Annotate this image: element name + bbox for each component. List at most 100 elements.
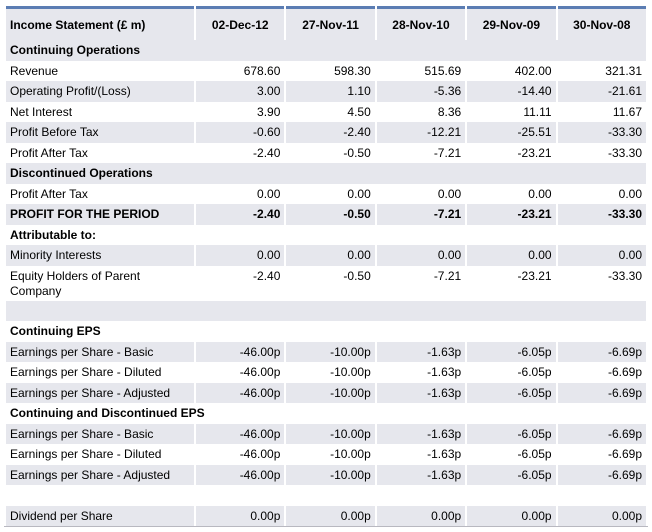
cell-value: 0.00 <box>376 245 466 266</box>
cell-value: -10.00p <box>286 382 375 403</box>
spacer-row <box>6 300 646 321</box>
cell-value: -23.21 <box>467 142 556 163</box>
data-row: Profit After Tax -2.40 -0.50 -7.21 -23.21 -33… <box>6 142 646 163</box>
data-row: Earnings per Share - Basic -46.00p -10.00p… <box>6 423 646 444</box>
row-label: Dividend per Share <box>6 505 194 526</box>
cell-value: -1.63p <box>376 464 466 485</box>
cell-value: 0.00 <box>557 245 646 266</box>
spacer-cell <box>6 300 646 321</box>
column-header: 29-Nov-09 <box>467 6 556 40</box>
cell-value: -0.50 <box>286 142 375 163</box>
cell-value: 321.31 <box>557 60 646 81</box>
cell-value: 8.36 <box>376 101 466 122</box>
cell-value: -21.61 <box>557 81 646 102</box>
cell-value: -1.63p <box>376 382 466 403</box>
cell-value: 4.50 <box>286 101 375 122</box>
header-row: Income Statement (£ m) 02-Dec-12 27-Nov-11… <box>6 6 646 40</box>
row-label: Profit After Tax <box>6 183 194 204</box>
column-header: 02-Dec-12 <box>196 6 285 40</box>
section-title: Continuing EPS <box>6 321 646 342</box>
cell-value: -1.63p <box>376 444 466 465</box>
cell-value: 0.00 <box>467 245 556 266</box>
spacer-cell <box>6 485 646 506</box>
cell-value: -33.30 <box>557 142 646 163</box>
cell-value: 678.60 <box>196 60 285 81</box>
section-row: Continuing and Discontinued EPS <box>6 403 646 424</box>
column-header: 28-Nov-10 <box>376 6 466 40</box>
cell-value: 0.00p <box>286 505 375 526</box>
cell-value: -2.40 <box>286 122 375 143</box>
cell-value: 0.00 <box>376 183 466 204</box>
data-row: PROFIT FOR THE PERIOD -2.40 -0.50 -7.21 -23.… <box>6 204 646 225</box>
row-label: Minority Interests <box>6 245 194 266</box>
cell-value: 0.00p <box>557 505 646 526</box>
row-label: Earnings per Share - Adjusted <box>6 382 194 403</box>
cell-value: -0.60 <box>196 122 285 143</box>
cell-value: 11.11 <box>467 101 556 122</box>
cell-value: 0.00 <box>467 183 556 204</box>
cell-value: -6.69p <box>557 423 646 444</box>
row-label: PROFIT FOR THE PERIOD <box>6 204 194 225</box>
cell-value: -6.69p <box>557 382 646 403</box>
cell-value: -23.21 <box>467 265 556 301</box>
cell-value: 0.00 <box>286 245 375 266</box>
data-row: Minority Interests 0.00 0.00 0.00 0.00 0.00 <box>6 245 646 266</box>
data-row: Earnings per Share - Basic -46.00p -10.00p… <box>6 341 646 362</box>
data-row: Profit Before Tax -0.60 -2.40 -12.21 -25.51-… <box>6 122 646 143</box>
cell-value: -14.40 <box>467 81 556 102</box>
cell-value: -6.05p <box>467 444 556 465</box>
cell-value: -46.00p <box>196 362 285 383</box>
cell-value: -2.40 <box>196 204 285 225</box>
data-row: Operating Profit/(Loss) 3.00 1.10 -5.36 -14.… <box>6 81 646 102</box>
income-statement-table: Income Statement (£ m) 02-Dec-12 27-Nov-11… <box>4 6 648 527</box>
cell-value: 3.00 <box>196 81 285 102</box>
spacer-row <box>6 485 646 506</box>
cell-value: -5.36 <box>376 81 466 102</box>
data-row: Earnings per Share - Diluted -46.00p -10.0… <box>6 362 646 383</box>
cell-value: -10.00p <box>286 341 375 362</box>
column-header: 30-Nov-08 <box>557 6 646 40</box>
section-title: Continuing Operations <box>6 40 646 61</box>
cell-value: -6.05p <box>467 362 556 383</box>
cell-value: 402.00 <box>467 60 556 81</box>
cell-value: -6.69p <box>557 341 646 362</box>
cell-value: -46.00p <box>196 423 285 444</box>
data-row: Net Interest 3.90 4.50 8.36 11.11 11.67 <box>6 101 646 122</box>
cell-value: -2.40 <box>196 142 285 163</box>
cell-value: -1.63p <box>376 423 466 444</box>
cell-value: -7.21 <box>376 204 466 225</box>
row-label: Earnings per Share - Diluted <box>6 362 194 383</box>
section-row: Attributable to: <box>6 224 646 245</box>
table-body: Continuing Operations Revenue 678.60 598.30… <box>6 40 646 526</box>
cell-value: -7.21 <box>376 142 466 163</box>
cell-value: 598.30 <box>286 60 375 81</box>
cell-value: -46.00p <box>196 382 285 403</box>
cell-value: 3.90 <box>196 101 285 122</box>
cell-value: -6.69p <box>557 464 646 485</box>
section-row: Discontinued Operations <box>6 163 646 184</box>
section-title: Discontinued Operations <box>6 163 646 184</box>
row-label: Earnings per Share - Basic <box>6 341 194 362</box>
cell-value: 11.67 <box>557 101 646 122</box>
cell-value: -33.30 <box>557 122 646 143</box>
cell-value: -0.50 <box>286 204 375 225</box>
cell-value: 0.00p <box>376 505 466 526</box>
cell-value: -1.63p <box>376 341 466 362</box>
row-label: Earnings per Share - Basic <box>6 423 194 444</box>
cell-value: -10.00p <box>286 423 375 444</box>
cell-value: -10.00p <box>286 444 375 465</box>
cell-value: -6.05p <box>467 423 556 444</box>
cell-value: -1.63p <box>376 362 466 383</box>
data-row: Equity Holders of Parent Company -2.40 -0.… <box>6 265 646 301</box>
table-title: Income Statement (£ m) <box>6 6 194 40</box>
cell-value: -33.30 <box>557 204 646 225</box>
data-row: Profit After Tax 0.00 0.00 0.00 0.00 0.00 <box>6 183 646 204</box>
row-label: Revenue <box>6 60 194 81</box>
section-title: Attributable to: <box>6 224 646 245</box>
section-row: Continuing Operations <box>6 40 646 61</box>
cell-value: 0.00 <box>196 245 285 266</box>
cell-value: 1.10 <box>286 81 375 102</box>
cell-value: -46.00p <box>196 464 285 485</box>
data-row: Revenue 678.60 598.30 515.69 402.00 321.31 <box>6 60 646 81</box>
